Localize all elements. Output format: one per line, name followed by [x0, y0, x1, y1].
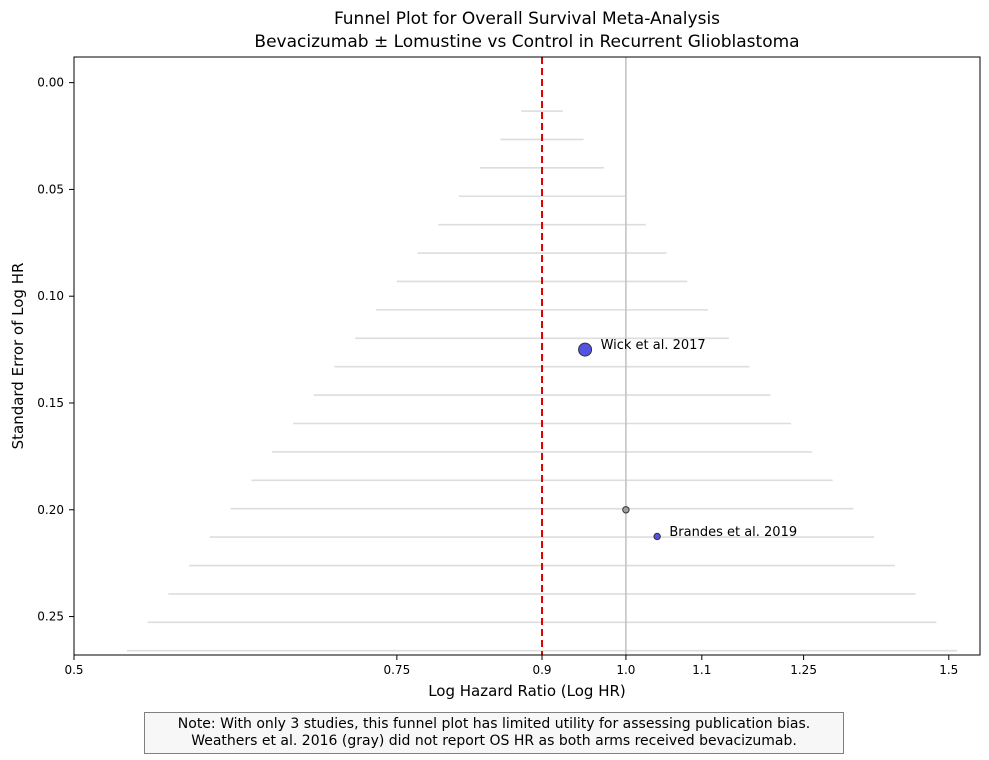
funnel-plot: Funnel Plot for Overall Survival Meta-An… — [9, 9, 981, 700]
study-label: Wick et al. 2017 — [601, 338, 706, 353]
study-point — [653, 532, 661, 541]
y-tick-label: 0.05 — [37, 182, 64, 196]
x-tick-label: 1.0 — [616, 663, 635, 677]
y-tick-label: 0.20 — [37, 503, 64, 517]
x-tick-label: 1.25 — [790, 663, 817, 677]
x-tick-label: 1.1 — [692, 663, 711, 677]
study-points: Wick et al. 2017 Brandes et al. 2019 — [578, 338, 797, 541]
note-line-1: Note: With only 3 studies, this funnel p… — [177, 716, 811, 732]
x-axis-label: Log Hazard Ratio (Log HR) — [428, 682, 626, 700]
x-tick-label: 0.5 — [64, 663, 83, 677]
y-tick-label: 0.00 — [37, 76, 64, 90]
y-axis-ticks: 0.00 0.05 0.10 0.15 0.20 0.25 — [37, 76, 74, 624]
y-tick-label: 0.25 — [37, 610, 64, 624]
plot-frame — [73, 56, 981, 656]
note-line-2: Weathers et al. 2016 (gray) did not repo… — [191, 733, 797, 749]
study-label: Brandes et al. 2019 — [669, 525, 797, 540]
note-box: Note: With only 3 studies, this funnel p… — [144, 712, 844, 754]
study-point — [578, 342, 593, 357]
x-tick-label: 0.75 — [383, 663, 410, 677]
x-axis-ticks: 0.5 0.75 0.9 1.0 1.1 1.25 1.5 — [64, 655, 958, 677]
y-tick-label: 0.15 — [37, 396, 64, 410]
chart-title-line-2: Bevacizumab ± Lomustine vs Control in Re… — [254, 32, 799, 52]
plot-area — [74, 57, 980, 655]
y-axis-label: Standard Error of Log HR — [9, 263, 27, 450]
chart-title-line-1: Funnel Plot for Overall Survival Meta-An… — [334, 9, 720, 29]
study-point — [622, 506, 630, 514]
y-tick-label: 0.10 — [37, 289, 64, 303]
x-tick-label: 0.9 — [532, 663, 551, 677]
x-tick-label: 1.5 — [939, 663, 958, 677]
